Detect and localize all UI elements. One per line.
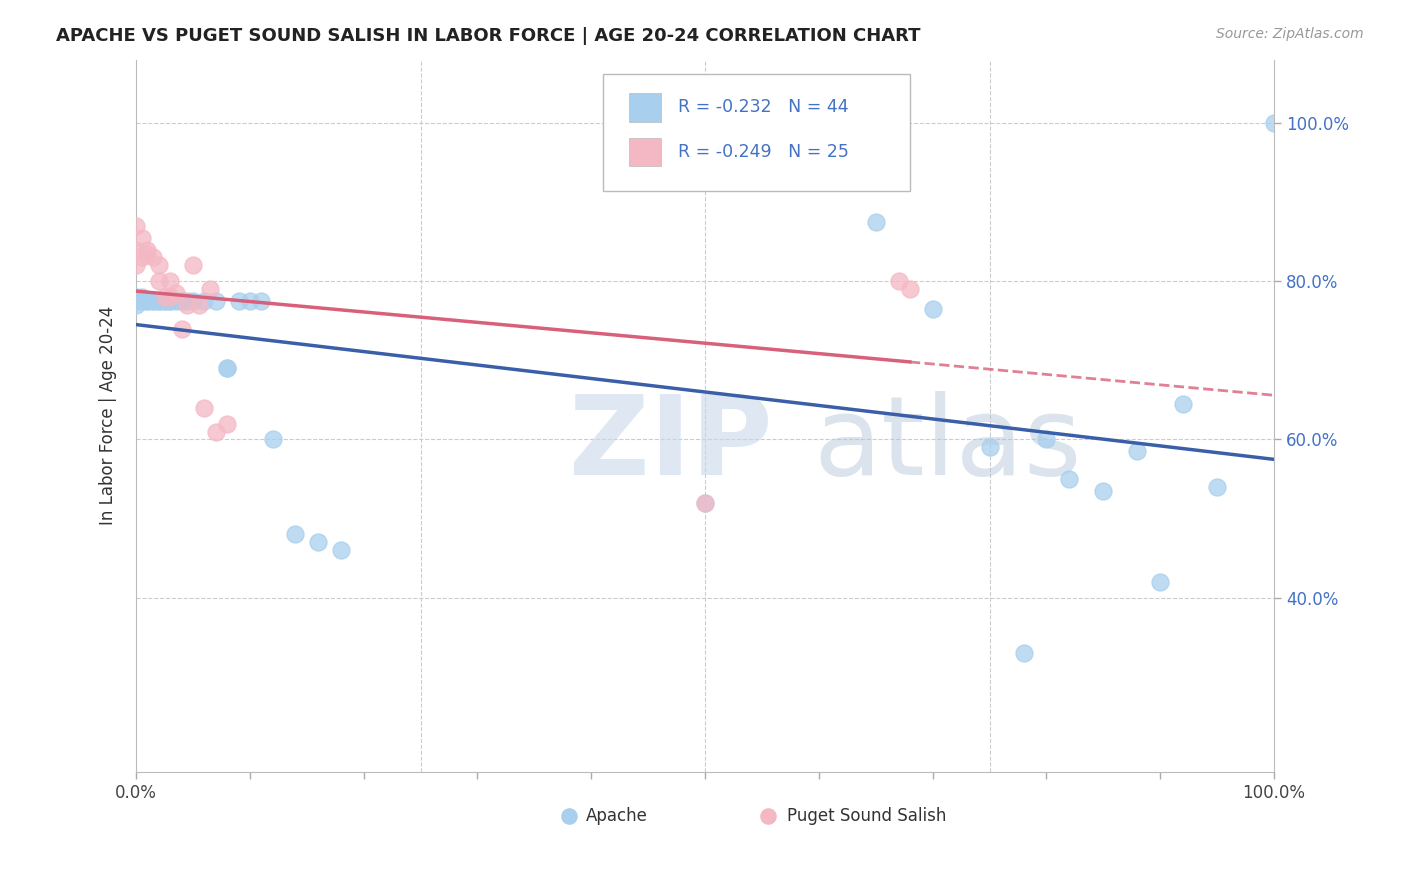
Point [148, 293, 170, 308]
FancyBboxPatch shape [603, 74, 910, 192]
Point [239, 293, 262, 308]
Point [136, 293, 159, 308]
Point [217, 417, 239, 431]
Point [142, 251, 165, 265]
Point [176, 298, 198, 312]
Point [898, 282, 921, 296]
Point [131, 290, 153, 304]
Point [329, 543, 352, 558]
Point [693, 496, 716, 510]
Point [176, 293, 198, 308]
Point [1035, 433, 1057, 447]
Point [153, 290, 176, 304]
Text: atlas: atlas [813, 391, 1081, 498]
Point [142, 293, 165, 308]
Point [262, 433, 284, 447]
Y-axis label: In Labor Force | Age 20-24: In Labor Force | Age 20-24 [100, 306, 117, 525]
Point [284, 527, 307, 541]
Point [170, 293, 193, 308]
Point [153, 293, 176, 308]
Point [159, 290, 181, 304]
Point [1149, 574, 1171, 589]
Point [1171, 397, 1194, 411]
Point [181, 293, 204, 308]
Point [204, 293, 226, 308]
Text: Source: ZipAtlas.com: Source: ZipAtlas.com [1216, 27, 1364, 41]
Point [187, 298, 209, 312]
FancyBboxPatch shape [628, 93, 661, 121]
Point [153, 293, 176, 308]
Point [217, 361, 239, 376]
Text: R = -0.249   N = 25: R = -0.249 N = 25 [678, 144, 849, 161]
Point [136, 246, 159, 260]
Point [979, 441, 1001, 455]
Point [159, 274, 181, 288]
Point [142, 293, 165, 308]
Point [125, 219, 148, 233]
Point [1263, 116, 1285, 130]
Point [125, 293, 148, 308]
Text: ZIP: ZIP [568, 391, 772, 498]
Point [1057, 472, 1080, 486]
Point [865, 215, 887, 229]
Point [131, 251, 153, 265]
Point [193, 293, 215, 308]
Point [198, 282, 221, 296]
Point [1206, 480, 1229, 494]
Point [159, 293, 181, 308]
Point [921, 301, 943, 316]
Text: Apache: Apache [585, 807, 647, 825]
FancyBboxPatch shape [628, 138, 661, 167]
Point [1092, 483, 1115, 498]
Point [148, 259, 170, 273]
Point [148, 293, 170, 308]
Point [307, 535, 329, 549]
Point [136, 293, 159, 308]
Point [250, 293, 273, 308]
Text: Puget Sound Salish: Puget Sound Salish [787, 807, 946, 825]
Point [217, 361, 239, 376]
Point [165, 286, 187, 301]
Point [1012, 646, 1035, 660]
Point [125, 243, 148, 257]
Point [125, 259, 148, 273]
Point [228, 293, 250, 308]
Point [181, 259, 204, 273]
Point [693, 496, 716, 510]
Point [131, 293, 153, 308]
Point [131, 230, 153, 244]
Point [204, 425, 226, 439]
Text: APACHE VS PUGET SOUND SALISH IN LABOR FORCE | AGE 20-24 CORRELATION CHART: APACHE VS PUGET SOUND SALISH IN LABOR FO… [56, 27, 921, 45]
Point [170, 293, 193, 308]
Point [170, 321, 193, 335]
Point [125, 290, 148, 304]
Point [165, 293, 187, 308]
Point [1126, 444, 1149, 458]
Text: R = -0.232   N = 44: R = -0.232 N = 44 [678, 98, 848, 116]
Point [887, 274, 910, 288]
Point [148, 274, 170, 288]
Point [125, 298, 148, 312]
Point [136, 243, 159, 257]
Point [193, 401, 215, 415]
Point [159, 293, 181, 308]
